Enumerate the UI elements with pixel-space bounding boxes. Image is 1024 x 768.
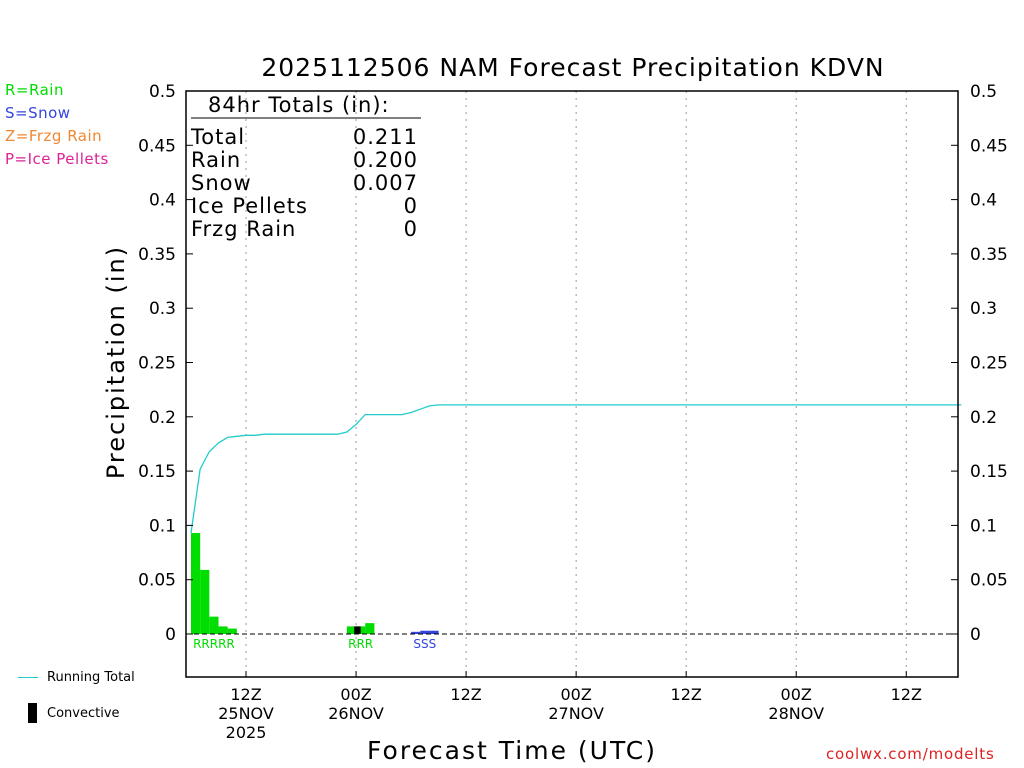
x-tick-label: 25NOV bbox=[218, 704, 274, 723]
x-tick-label: 2025 bbox=[226, 723, 267, 742]
y-tick-label-left: 0.45 bbox=[138, 136, 176, 156]
plot-frame bbox=[185, 90, 959, 678]
precip-type-label: SSS bbox=[413, 637, 436, 651]
chart-title: 2025112506 NAM Forecast Precipitation KD… bbox=[261, 53, 884, 82]
x-tick-label: 12Z bbox=[450, 685, 481, 704]
totals-row-value: 0 bbox=[404, 217, 418, 241]
y-tick-label-right: 0.4 bbox=[970, 191, 997, 211]
precip-bar-convective bbox=[354, 626, 361, 634]
precip-bar-rain bbox=[365, 623, 375, 634]
totals-row-name: Frzg Rain bbox=[191, 217, 296, 241]
precip-bar-rain bbox=[209, 616, 219, 634]
y-tick-label-left: 0 bbox=[165, 625, 176, 645]
y-tick-label-left: 0.4 bbox=[149, 191, 176, 211]
y-tick-label-right: 0.15 bbox=[970, 462, 1008, 482]
precipitation-bars: RRRRR RRR SSS bbox=[191, 533, 439, 651]
running-total-legend-line bbox=[18, 677, 38, 678]
y-tick-label-right: 0.1 bbox=[970, 516, 997, 536]
x-tick-label: 00Z bbox=[560, 685, 591, 704]
convective-legend-label: Convective bbox=[47, 706, 120, 721]
y-tick-label-left: 0.1 bbox=[149, 516, 176, 536]
totals-row-value: 0.007 bbox=[353, 171, 418, 195]
x-axis-label: Forecast Time (UTC) bbox=[367, 736, 657, 765]
y-tick-label-left: 0.5 bbox=[149, 82, 176, 102]
totals-header: 84hr Totals (in): bbox=[208, 93, 390, 117]
totals-row-value: 0.200 bbox=[353, 148, 418, 172]
x-tick-label: 12Z bbox=[230, 685, 261, 704]
x-tick-label: 28NOV bbox=[768, 704, 824, 723]
y-tick-label-right: 0.45 bbox=[970, 136, 1008, 156]
legend-ice-pellets-key: P=Ice Pellets bbox=[5, 150, 109, 168]
totals-box: 84hr Totals (in): Total 0.211 Rain 0.200 Snow… bbox=[190, 93, 421, 241]
precip-type-label: RRR bbox=[348, 637, 373, 651]
precip-bar-rain bbox=[218, 626, 228, 634]
y-tick-label-right: 0.25 bbox=[970, 354, 1008, 374]
x-tick-label: 00Z bbox=[781, 685, 812, 704]
y-tick-label-right: 0.05 bbox=[970, 571, 1008, 591]
precip-bar-rain bbox=[227, 628, 237, 634]
precip-bar-snow bbox=[420, 630, 430, 634]
running-total-line-group bbox=[190, 404, 962, 534]
y-axis-label: Precipitation (in) bbox=[102, 245, 130, 479]
y-tick-label-left: 0.35 bbox=[138, 245, 176, 265]
running-total-legend-label: Running Total bbox=[47, 670, 135, 685]
totals-row-value: 0 bbox=[404, 194, 418, 218]
y-tick-label-left: 0.2 bbox=[149, 408, 176, 428]
y-tick-label-left: 0.05 bbox=[138, 571, 176, 591]
y-tick-label-left: 0.3 bbox=[149, 299, 176, 319]
x-tick-label: 12Z bbox=[671, 685, 702, 704]
precip-bar-rain bbox=[191, 533, 201, 634]
y-tick-label-right: 0.35 bbox=[970, 245, 1008, 265]
precip-bar-rain bbox=[346, 626, 357, 634]
y-tick-label-right: 0.2 bbox=[970, 408, 997, 428]
precip-bar-snow bbox=[429, 630, 439, 634]
totals-row-name: Ice Pellets bbox=[191, 194, 308, 218]
running-total-line bbox=[190, 404, 962, 534]
y-tick-label-right: 0.5 bbox=[970, 82, 997, 102]
grid-lines bbox=[245, 91, 907, 677]
totals-row-value: 0.211 bbox=[353, 125, 418, 149]
precip-bar-rain bbox=[200, 569, 210, 634]
x-tick-label: 00Z bbox=[340, 685, 371, 704]
precip-type-label: RRRRR bbox=[193, 637, 235, 651]
x-tick-label: 12Z bbox=[891, 685, 922, 704]
totals-row-name: Rain bbox=[191, 148, 241, 172]
legend-snow-key: S=Snow bbox=[5, 104, 71, 122]
source-watermark: coolwx.com/modelts bbox=[826, 745, 995, 763]
legend-frzg-rain-key: Z=Frzg Rain bbox=[5, 127, 103, 145]
y-tick-label-left: 0.25 bbox=[138, 354, 176, 374]
totals-row-name: Total bbox=[190, 125, 245, 149]
y-tick-label-right: 0.3 bbox=[970, 299, 997, 319]
y-tick-label-left: 0.15 bbox=[138, 462, 176, 482]
precip-bar-snow bbox=[411, 631, 421, 634]
totals-row-name: Snow bbox=[191, 171, 252, 195]
convective-legend-swatch bbox=[28, 703, 37, 723]
x-tick-label: 26NOV bbox=[328, 704, 384, 723]
legend-rain-key: R=Rain bbox=[5, 81, 64, 99]
y-tick-label-right: 0 bbox=[970, 625, 981, 645]
x-tick-label: 27NOV bbox=[548, 704, 604, 723]
